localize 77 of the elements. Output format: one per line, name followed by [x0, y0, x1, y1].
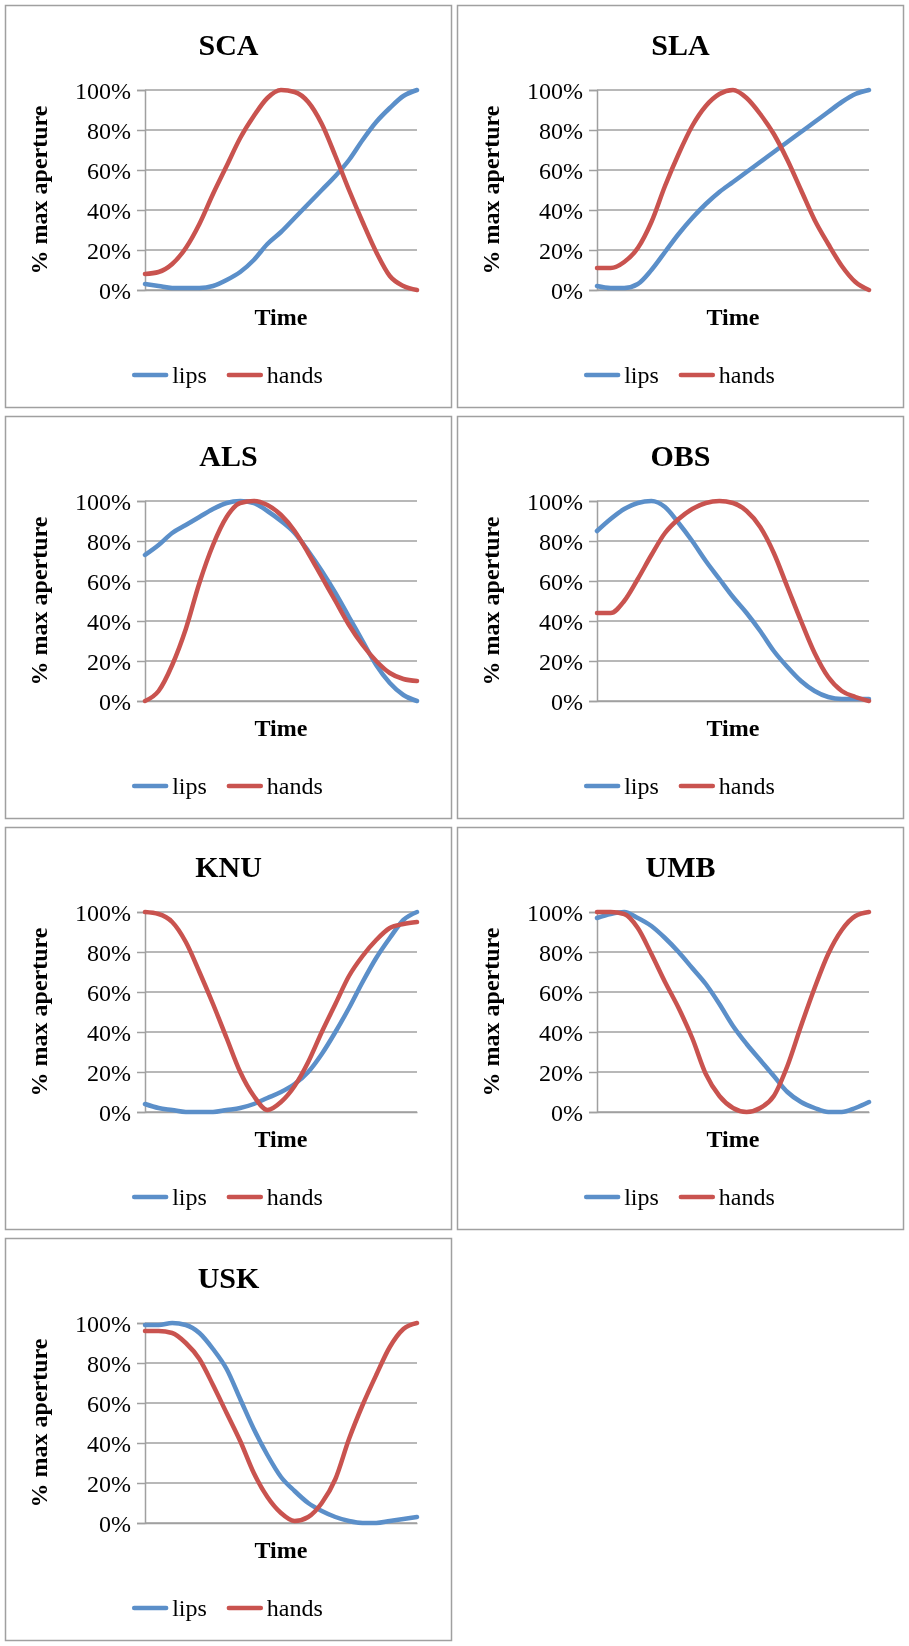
- y-tick-label: 0%: [99, 1510, 131, 1537]
- y-tick-label: 80%: [87, 528, 131, 555]
- y-tick-label: 20%: [539, 237, 583, 264]
- chart-title: KNU: [195, 850, 262, 883]
- y-axis-title: % max aperture: [26, 105, 52, 275]
- y-tick-label: 60%: [87, 157, 131, 184]
- chart-title: OBS: [650, 439, 711, 472]
- y-axis-title: % max aperture: [26, 1338, 52, 1508]
- y-axis-title: % max aperture: [478, 927, 504, 1097]
- chart-title: SLA: [651, 28, 711, 61]
- y-tick-label: 40%: [539, 608, 583, 635]
- y-tick-label: 20%: [87, 237, 131, 264]
- chart-title: USK: [197, 1261, 261, 1294]
- y-tick-label: 0%: [99, 277, 131, 304]
- y-axis-title: % max aperture: [478, 516, 504, 686]
- legend-label: lips: [624, 773, 659, 799]
- x-axis-title: Time: [706, 304, 760, 330]
- y-tick-label: 60%: [87, 979, 131, 1006]
- x-axis-title: Time: [254, 715, 308, 741]
- y-tick-label: 60%: [87, 568, 131, 595]
- y-tick-label: 80%: [87, 117, 131, 144]
- legend-label: hands: [266, 362, 323, 388]
- y-tick-label: 60%: [539, 979, 583, 1006]
- chart-title: ALS: [199, 439, 258, 472]
- y-tick-label: 40%: [539, 1019, 583, 1046]
- y-tick-label: 60%: [539, 568, 583, 595]
- legend-label: hands: [718, 773, 775, 799]
- y-tick-label: 80%: [539, 528, 583, 555]
- x-axis-title: Time: [706, 1126, 760, 1152]
- y-tick-label: 100%: [527, 77, 583, 104]
- legend-label: hands: [266, 1595, 323, 1621]
- y-tick-label: 60%: [87, 1390, 131, 1417]
- x-axis-title: Time: [254, 1126, 308, 1152]
- y-tick-label: 60%: [539, 157, 583, 184]
- y-tick-label: 40%: [87, 1430, 131, 1457]
- y-tick-label: 0%: [99, 688, 131, 715]
- legend-label: lips: [172, 1595, 207, 1621]
- y-tick-label: 0%: [551, 277, 583, 304]
- y-tick-label: 100%: [527, 899, 583, 926]
- y-axis-title: % max aperture: [478, 105, 504, 275]
- legend-label: lips: [624, 1184, 659, 1210]
- x-axis-title: Time: [706, 715, 760, 741]
- y-tick-label: 20%: [87, 648, 131, 675]
- y-tick-label: 0%: [551, 1099, 583, 1126]
- y-tick-label: 20%: [87, 1059, 131, 1086]
- y-tick-label: 80%: [539, 117, 583, 144]
- y-tick-label: 100%: [75, 899, 131, 926]
- y-tick-label: 40%: [539, 197, 583, 224]
- y-tick-label: 40%: [87, 197, 131, 224]
- x-axis-title: Time: [254, 1537, 308, 1563]
- legend-label: lips: [172, 362, 207, 388]
- y-tick-label: 0%: [551, 688, 583, 715]
- legend-label: hands: [266, 773, 323, 799]
- legend-label: hands: [266, 1184, 323, 1210]
- y-tick-label: 80%: [87, 1350, 131, 1377]
- y-tick-label: 0%: [99, 1099, 131, 1126]
- x-axis-title: Time: [254, 304, 308, 330]
- y-tick-label: 40%: [87, 1019, 131, 1046]
- chart-title: UMB: [645, 850, 716, 883]
- y-tick-label: 100%: [527, 488, 583, 515]
- y-tick-label: 100%: [75, 1310, 131, 1337]
- y-tick-label: 80%: [87, 939, 131, 966]
- legend-label: hands: [718, 362, 775, 388]
- y-axis-title: % max aperture: [26, 927, 52, 1097]
- legend-label: lips: [624, 362, 659, 388]
- legend-label: hands: [718, 1184, 775, 1210]
- legend-label: lips: [172, 1184, 207, 1210]
- y-tick-label: 100%: [75, 77, 131, 104]
- y-tick-label: 20%: [539, 648, 583, 675]
- y-tick-label: 40%: [87, 608, 131, 635]
- y-tick-label: 100%: [75, 488, 131, 515]
- chart-title: SCA: [198, 28, 259, 61]
- y-tick-label: 20%: [539, 1059, 583, 1086]
- legend-label: lips: [172, 773, 207, 799]
- y-tick-label: 20%: [87, 1470, 131, 1497]
- y-axis-title: % max aperture: [26, 516, 52, 686]
- y-tick-label: 80%: [539, 939, 583, 966]
